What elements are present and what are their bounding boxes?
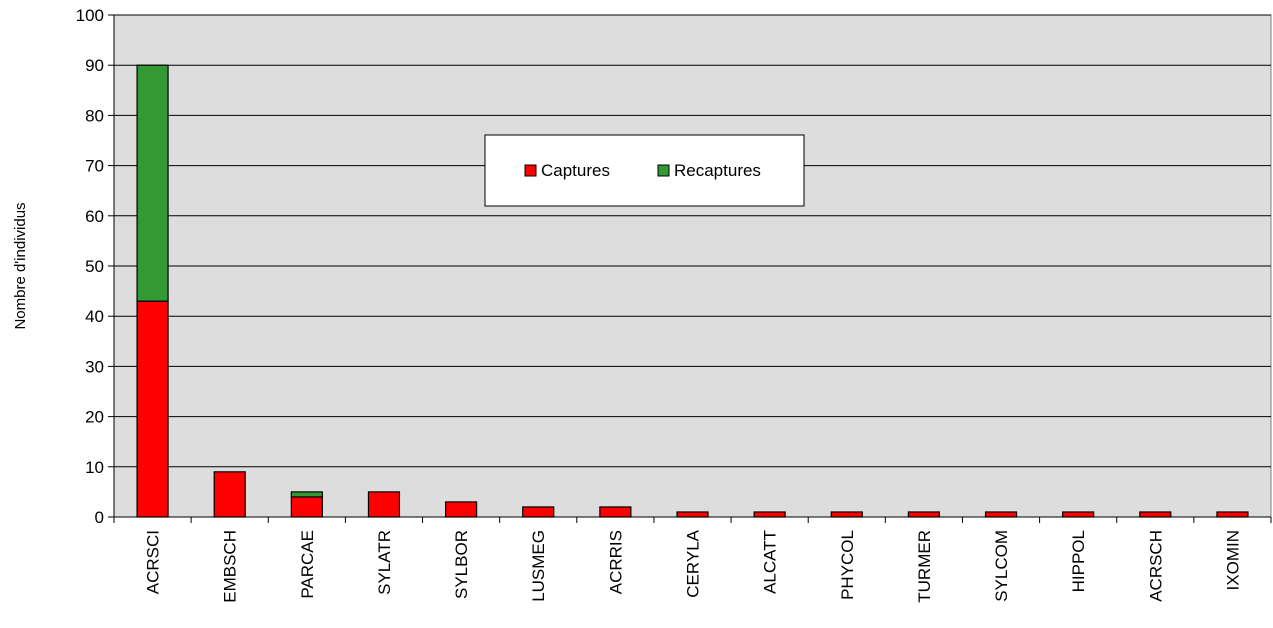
x-tick-label: ACRSCI bbox=[144, 530, 163, 594]
x-axis: ACRSCI EMBSCH PARCAE SYLATR SYLBOR LUSMEG ACRR… bbox=[113, 516, 1272, 603]
legend-label-recaptures: Recaptures bbox=[674, 161, 761, 180]
gridlines bbox=[114, 14, 1271, 468]
y-axis-title: Nombre d'individus bbox=[12, 202, 29, 329]
y-tick-label: 100 bbox=[76, 6, 104, 25]
bar-captures-sylcom bbox=[984, 511, 1018, 518]
legend-swatch-captures bbox=[524, 164, 537, 177]
bars bbox=[136, 64, 1249, 518]
x-tick-label: CERYLA bbox=[684, 529, 703, 597]
bar-captures-ixomin bbox=[1216, 511, 1249, 518]
y-tick-label: 60 bbox=[85, 207, 104, 226]
x-tick-label: SYLCOM bbox=[992, 530, 1011, 602]
bar-captures-ceryla bbox=[676, 511, 709, 518]
x-tick-label: ACRSCH bbox=[1146, 530, 1165, 602]
x-tick-label: ACRRIS bbox=[606, 530, 625, 594]
bar-recaptures-parcae bbox=[290, 491, 323, 498]
bar-captures-sylbor bbox=[445, 501, 478, 518]
y-axis: 0 10 20 30 40 50 60 70 80 90 100 bbox=[76, 6, 115, 527]
bar-captures-acrsch bbox=[1139, 511, 1172, 518]
x-tick-label: PHYCOL bbox=[838, 530, 857, 600]
y-tick-label: 30 bbox=[85, 357, 104, 376]
bar-captures-embsch bbox=[213, 471, 246, 518]
bar-captures-alcatt bbox=[753, 511, 786, 518]
bar-captures-lusmeg bbox=[522, 506, 555, 518]
x-tick-label: LUSMEG bbox=[529, 530, 548, 602]
y-tick-label: 70 bbox=[85, 157, 104, 176]
bar-recaptures-acrsci bbox=[136, 64, 169, 302]
x-tick-label: PARCAE bbox=[298, 530, 317, 599]
x-tick-label: TURMER bbox=[915, 530, 934, 603]
bar-captures-hippol bbox=[1062, 511, 1095, 518]
y-tick-label: 20 bbox=[85, 408, 104, 427]
x-tick-label: SYLBOR bbox=[452, 530, 471, 599]
y-tick-label: 40 bbox=[85, 307, 104, 326]
bar-captures-parcae bbox=[290, 496, 323, 518]
legend-label-captures: Captures bbox=[541, 161, 610, 180]
bar-captures-acrris bbox=[599, 506, 632, 518]
legend: Captures Recaptures bbox=[484, 134, 805, 207]
y-tick-label: 50 bbox=[85, 257, 104, 276]
x-tick-label: IXOMIN bbox=[1223, 530, 1242, 590]
legend-box bbox=[484, 134, 805, 207]
bar-captures-acrsci bbox=[136, 300, 169, 518]
y-tick-label: 10 bbox=[85, 458, 104, 477]
x-tick-label: HIPPOL bbox=[1069, 530, 1088, 592]
bar-captures-sylatr bbox=[367, 491, 401, 518]
bar-captures-turmer bbox=[907, 511, 941, 518]
y-tick-label: 0 bbox=[95, 508, 104, 527]
x-tick-label: EMBSCH bbox=[221, 530, 240, 603]
bar-captures-phycol bbox=[830, 511, 863, 518]
x-tick-label: SYLATR bbox=[375, 530, 394, 595]
x-tick-label: ALCATT bbox=[761, 530, 780, 594]
legend-swatch-recaptures bbox=[657, 164, 670, 177]
y-tick-label: 90 bbox=[85, 56, 104, 75]
y-tick-label: 80 bbox=[85, 106, 104, 125]
